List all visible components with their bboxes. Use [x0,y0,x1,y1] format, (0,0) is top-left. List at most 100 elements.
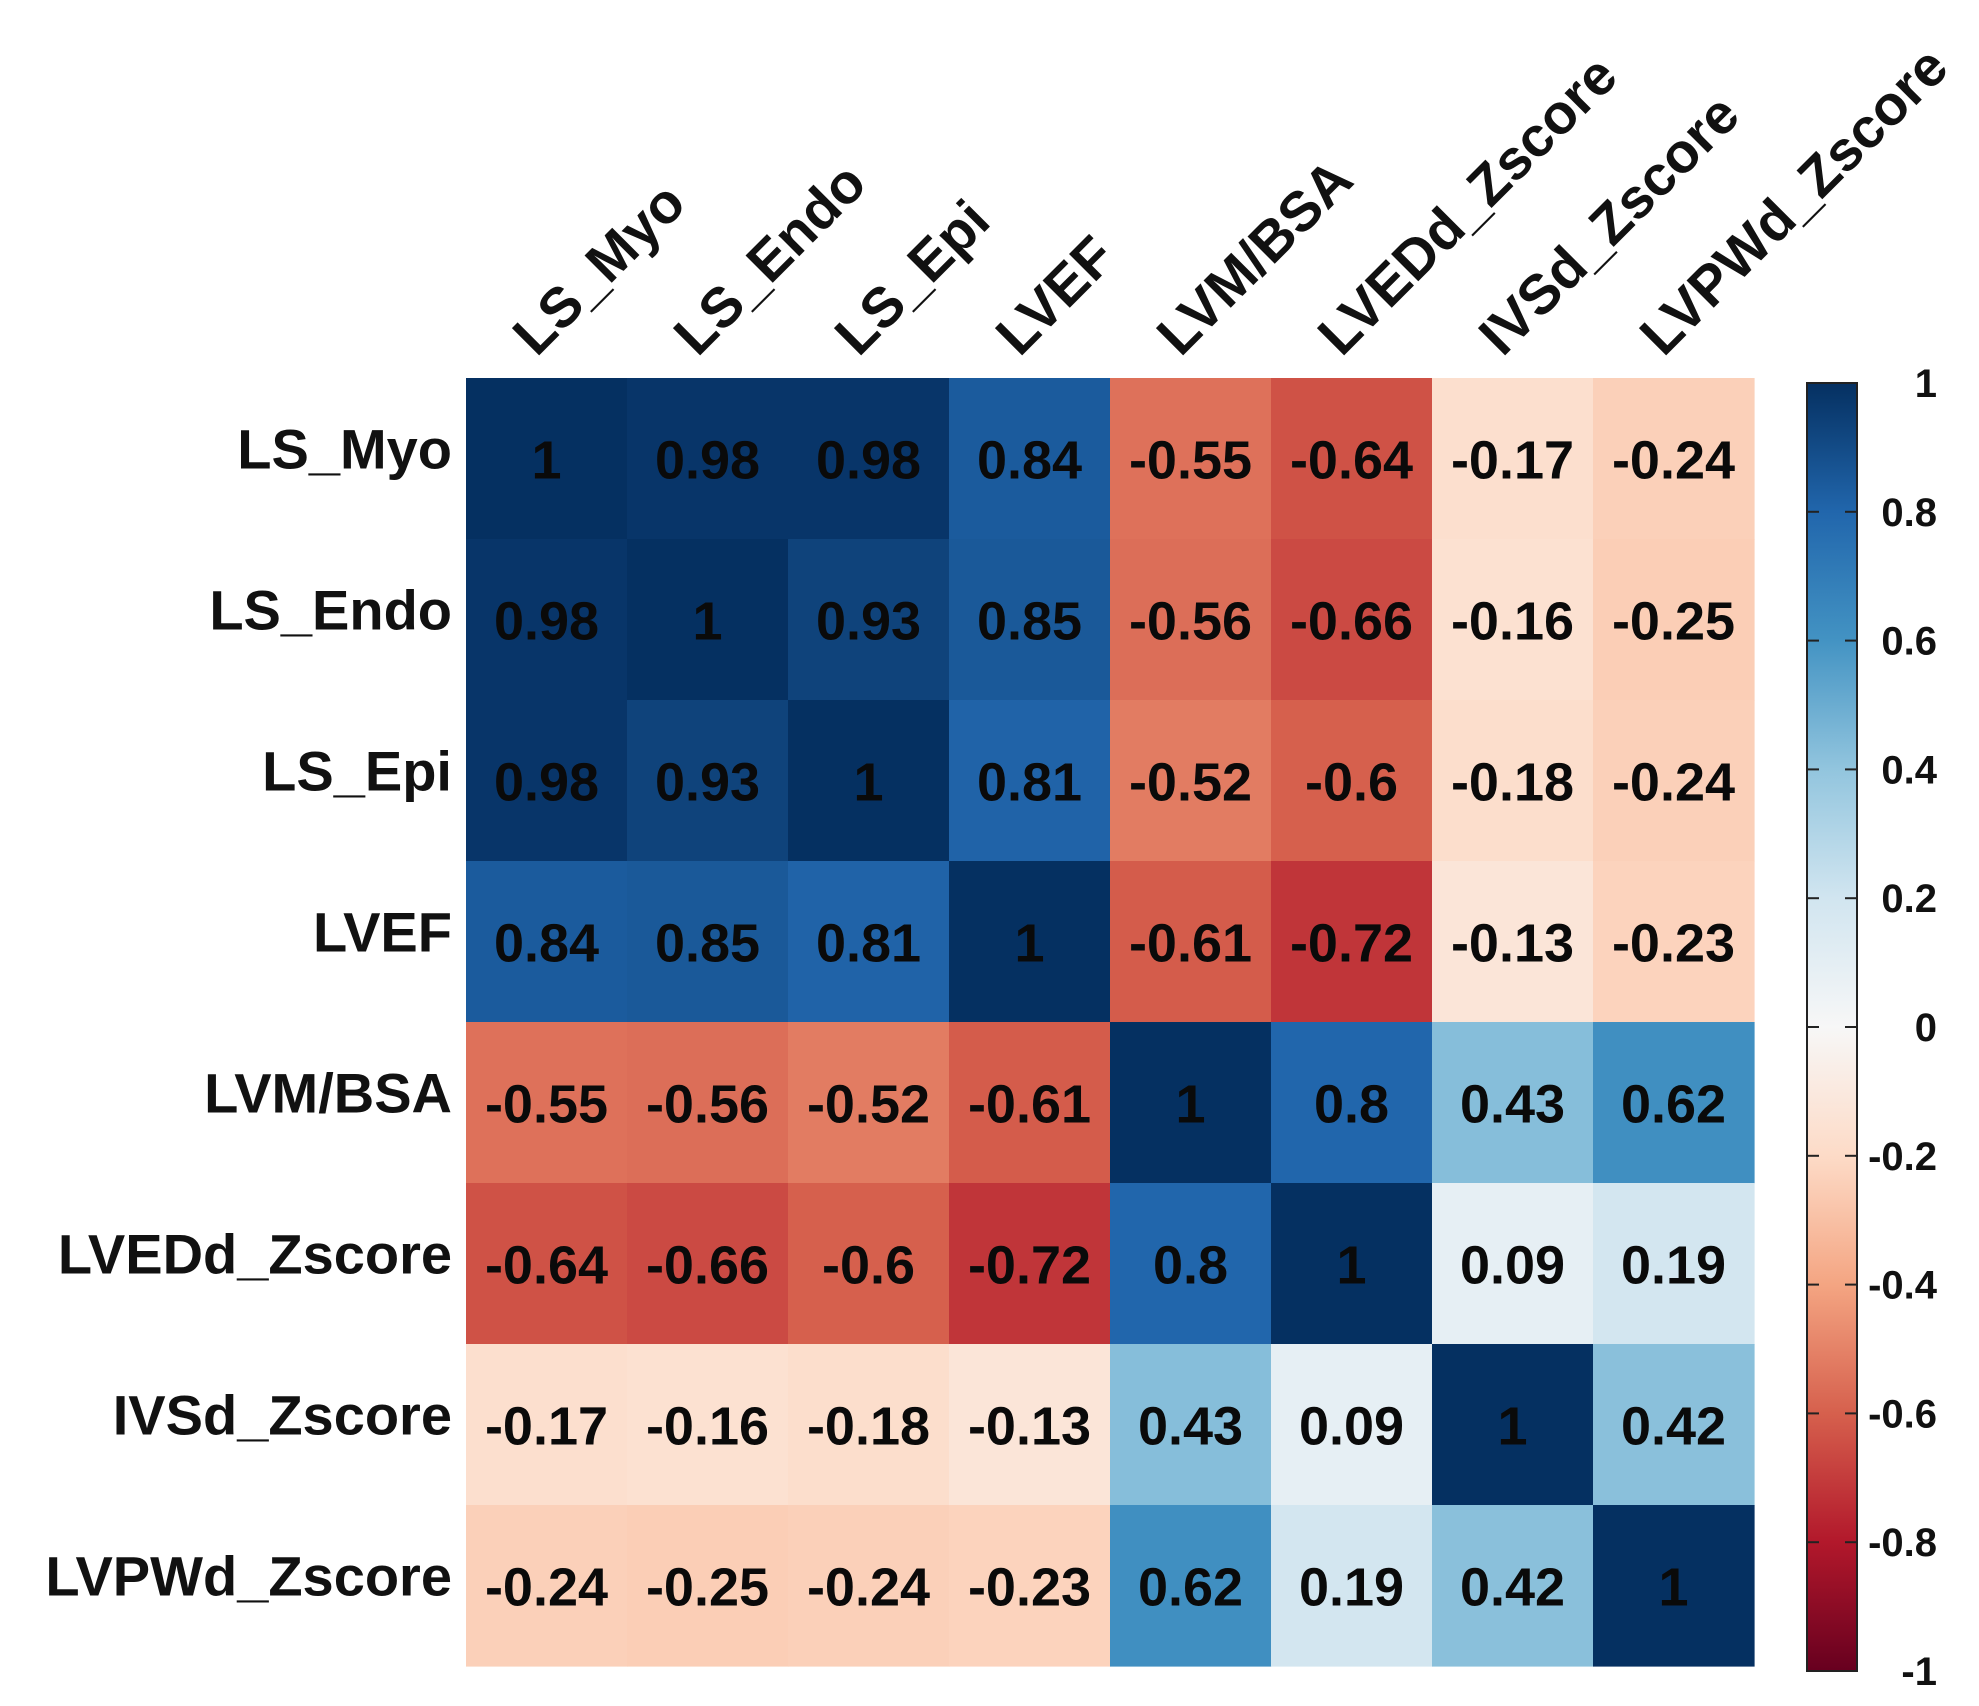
heatmap-cell [949,700,1111,862]
colorbar-tick-label: 0.8 [1881,491,1937,535]
row-label: LVPWd_Zscore [45,1545,452,1608]
cell-value-label: 0.93 [655,753,760,813]
heatmap-cell [949,378,1111,540]
heatmap-cell [466,861,628,1023]
row-label: LS_Epi [262,740,452,803]
heatmap-cell [466,1183,628,1345]
cell-value-label: -0.23 [1612,914,1735,974]
cell-value-label: 0.85 [655,914,760,974]
row-label: LVEDd_Zscore [58,1223,452,1286]
heatmap-cell [949,861,1111,1023]
cell-value-label: -0.13 [968,1397,1091,1457]
heatmap-cell [1110,1183,1272,1345]
row-labels: LS_Myo LS_Endo LS_Epi LVEF LVM/BSA LVEDd_Zsco… [45,418,452,1608]
heatmap-cell [1110,861,1272,1023]
cell-value-label: -0.17 [1451,431,1574,491]
heatmap-cell [1593,861,1755,1023]
heatmap-cell [466,1022,628,1184]
cell-value-label: 0.81 [816,914,921,974]
cell-value-label: -0.6 [1305,753,1398,813]
cell-value-label: 1 [853,753,883,813]
heatmap-cell [1432,1022,1594,1184]
heatmap-cell [627,378,789,540]
heatmap-cell [788,1344,950,1506]
heatmap-cell [627,1505,789,1667]
heatmap-cell [627,861,789,1023]
heatmap-cell [1271,861,1433,1023]
cell-value-label: -0.55 [485,1075,608,1135]
heatmap-cell [1593,1022,1755,1184]
heatmap-cell [1432,1183,1594,1345]
heatmap-cell [949,539,1111,701]
heatmap-cell [1271,700,1433,862]
cell-value-label: 1 [1336,1236,1366,1296]
heatmap-cell [1110,1344,1272,1506]
heatmap-cell [1432,1344,1594,1506]
cell-value-label: 1 [1175,1075,1205,1135]
heatmap-cell [1432,700,1594,862]
cell-value-label: -0.52 [807,1075,930,1135]
cell-value-label: 1 [1497,1397,1527,1457]
heatmap-cell [1110,1022,1272,1184]
colorbar-tick-label: 0 [1915,1006,1937,1050]
cell-value-label: 0.98 [494,592,599,652]
column-label: LVPWd_Zscore [1627,34,1959,366]
heatmap-cell [627,1022,789,1184]
cell-value-label: 0.84 [977,431,1082,491]
heatmap-cell [1271,539,1433,701]
heatmap-cell [788,1183,950,1345]
cell-value-label: -0.66 [646,1236,769,1296]
cell-value-label: -0.24 [807,1558,930,1618]
heatmap-cell [1432,539,1594,701]
heatmap-cell [1432,1505,1594,1667]
cell-value-label: -0.61 [968,1075,1091,1135]
colorbar-tick-label: 1 [1915,362,1937,406]
cell-value-label: -0.16 [1451,592,1574,652]
row-label: LVEF [313,901,452,964]
heatmap-cell [1593,378,1755,540]
heatmap-cell [1110,1505,1272,1667]
heatmap-cell [466,539,628,701]
cell-value-label: -0.56 [1129,592,1252,652]
cell-value-label: 0.81 [977,753,1082,813]
heatmap-cell [1110,700,1272,862]
heatmap-cell [466,1344,628,1506]
heatmap-cell [788,1022,950,1184]
colorbar-tick-label: -0.2 [1868,1135,1937,1179]
colorbar-tick-label: 0.4 [1881,748,1937,792]
colorbar-tick-label: -0.6 [1868,1392,1937,1436]
heatmap-cell [1110,378,1272,540]
heatmap-cell [1593,1183,1755,1345]
row-label: LVM/BSA [204,1062,452,1125]
cell-value-label: 0.85 [977,592,1082,652]
heatmap-cell [949,1183,1111,1345]
heatmap-cell [949,1344,1111,1506]
cell-value-label: -0.25 [1612,592,1735,652]
cell-value-label: 0.42 [1621,1397,1726,1457]
cell-value-label: 0.98 [655,431,760,491]
cell-value-label: 0.19 [1621,1236,1726,1296]
cell-value-label: -0.24 [485,1558,608,1618]
cell-value-label: -0.61 [1129,914,1252,974]
cell-value-label: -0.72 [1290,914,1413,974]
heatmap-cell [627,1183,789,1345]
heatmap-cell [1432,861,1594,1023]
heatmap-cell [627,1344,789,1506]
heatmap-cell [1593,700,1755,862]
cell-value-label: 0.19 [1299,1558,1404,1618]
cell-value-label: -0.23 [968,1558,1091,1618]
heatmap-cell [466,378,628,540]
cell-value-label: 1 [1658,1558,1688,1618]
heatmap-cell [788,700,950,862]
heatmap-cell [627,700,789,862]
cell-value-label: 0.62 [1138,1558,1243,1618]
heatmap-cell [788,539,950,701]
column-label: LVEF [983,224,1126,367]
cell-value-label: 0.43 [1138,1397,1243,1457]
colorbar-tick-label: -0.8 [1868,1521,1937,1565]
cell-value-label: -0.24 [1612,431,1735,491]
row-label: IVSd_Zscore [113,1384,452,1447]
heatmap-cell [627,539,789,701]
heatmap-cell [949,1022,1111,1184]
